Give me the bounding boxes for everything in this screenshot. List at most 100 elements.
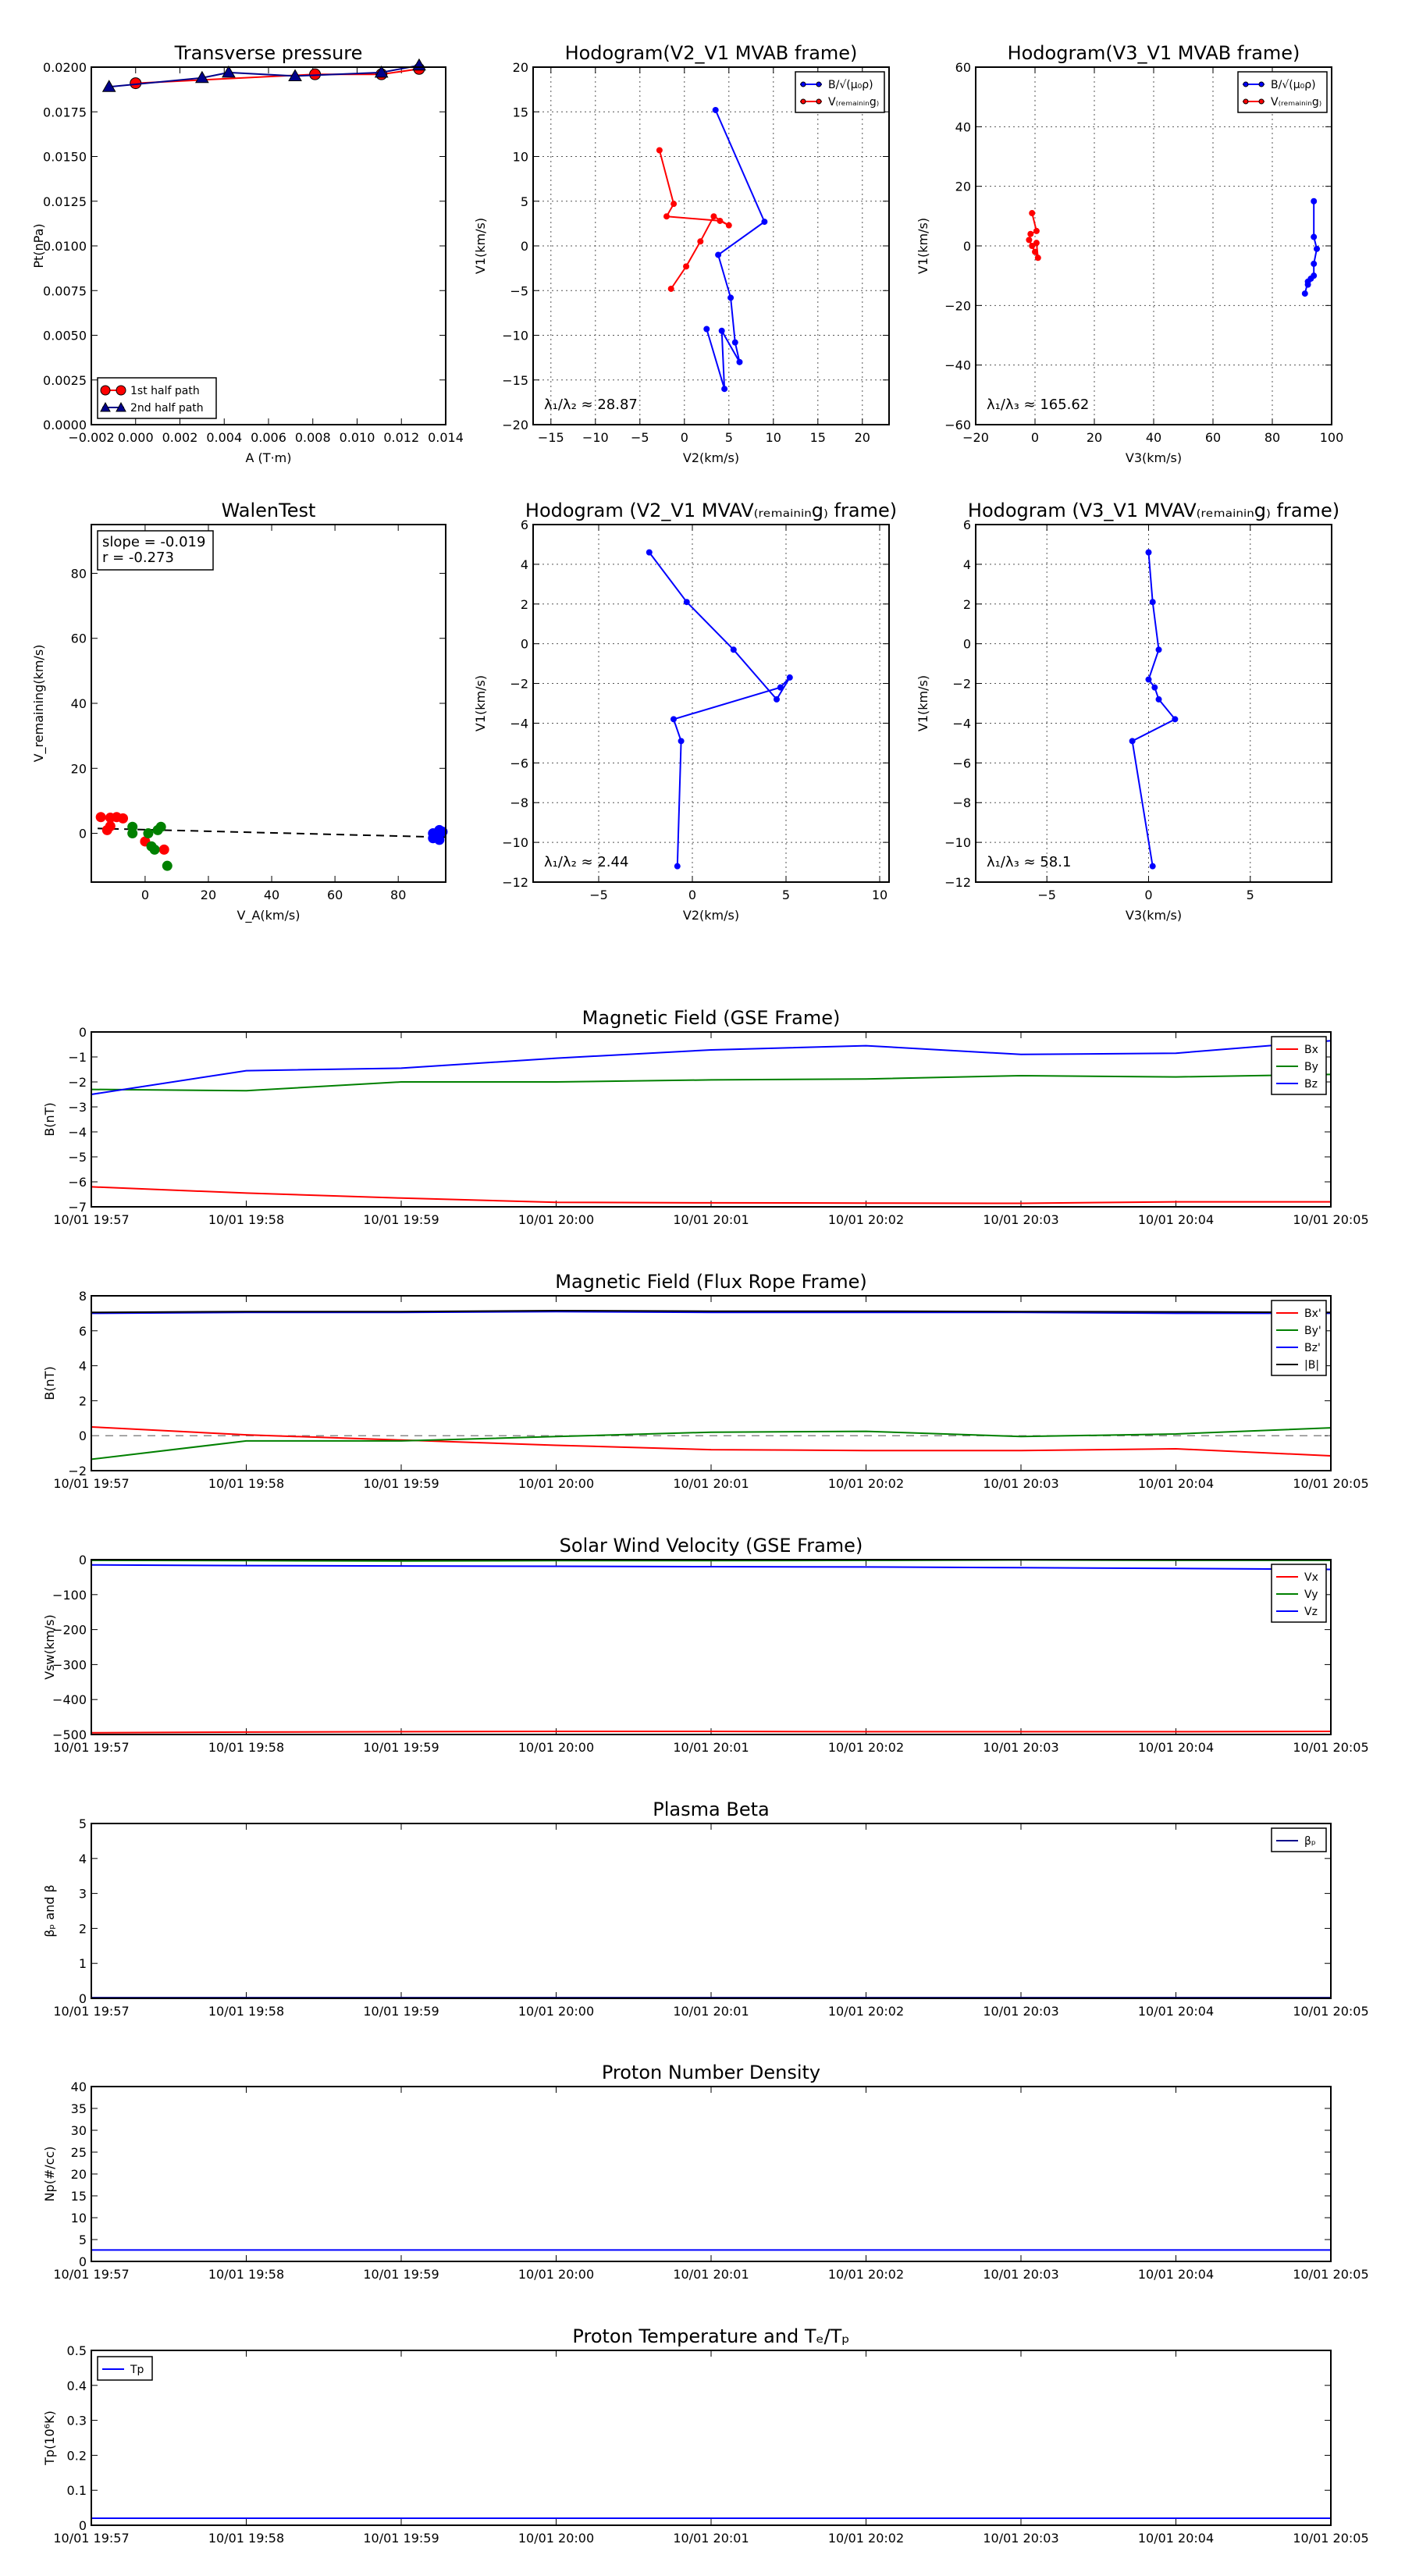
data-point: [1027, 230, 1034, 237]
series-line-0: [649, 551, 791, 866]
x-tick-label: 10/01 19:59: [363, 1212, 439, 1227]
y-tick-label: −400: [52, 1692, 87, 1707]
x-tick-label: −15: [538, 430, 564, 445]
legend-marker: [1243, 98, 1249, 105]
legend-label: B/√(μ₀ρ): [1271, 79, 1316, 91]
data-point: [149, 844, 160, 855]
series-line-0: [91, 1426, 1332, 1457]
x-tick-label: −10: [582, 430, 609, 445]
y-tick-label: 5: [79, 2233, 87, 2247]
x-tick-label: 10/01 20:05: [1293, 1212, 1368, 1227]
x-tick-label: 10: [872, 888, 887, 902]
chart-ts6: Proton Temperature and Tₑ/Tₚ 10/01 19:57 1…: [42, 2325, 1369, 2546]
y-tick-label: 0.0000: [43, 418, 87, 432]
y-tick-label: 2: [963, 597, 971, 612]
x-tick-label: 10/01 20:00: [518, 2267, 594, 2282]
legend-marker: [800, 98, 806, 105]
y-tick-label: −15: [502, 373, 528, 388]
x-tick-label: 10/01 19:59: [363, 2267, 439, 2282]
x-tick-label: 10/01 19:57: [53, 2267, 129, 2282]
x-tick-label: 0: [688, 888, 696, 902]
legend-box: [1237, 71, 1328, 113]
x-tick-label: 0.014: [428, 430, 464, 445]
y-tick-label: 30: [71, 2123, 87, 2138]
y-tick-label: −100: [52, 1588, 87, 1603]
y-tick-label: 2: [79, 1393, 87, 1408]
chart-title: Transverse pressure: [174, 42, 363, 64]
y-tick-label: 0.0050: [43, 329, 87, 343]
y-tick-label: −7: [68, 1200, 87, 1215]
x-tick-label: 0.010: [340, 430, 375, 445]
series-line-0: [91, 1186, 1331, 1204]
data-point: [712, 106, 719, 113]
y-tick-label: −20: [944, 298, 971, 313]
y-tick-label: −12: [502, 875, 528, 890]
x-tick-label: 10/01 20:00: [518, 1740, 594, 1755]
legend-label: 1st half path: [130, 385, 200, 397]
x-tick-label: 10/01 20:01: [673, 1212, 749, 1227]
x-tick-label: 10/01 20:01: [673, 1740, 749, 1755]
x-tick-label: 0: [681, 430, 688, 445]
y-tick-label: 40: [71, 696, 87, 711]
data-point: [118, 813, 129, 824]
y-tick-label: 0.0150: [43, 150, 87, 165]
x-tick-label: 10/01 20:03: [983, 1740, 1058, 1755]
data-point: [731, 339, 738, 346]
data-point: [1029, 243, 1036, 249]
plot-frame: [91, 2086, 1332, 2262]
data-point: [158, 844, 169, 855]
y-tick-label: 15: [71, 2189, 87, 2204]
x-tick-label: −5: [631, 430, 649, 445]
data-point: [721, 386, 728, 393]
data-point: [1026, 237, 1033, 244]
x-tick-label: 10/01 19:59: [363, 2531, 439, 2546]
data-point: [730, 646, 737, 653]
chart-title: WalenTest: [222, 500, 316, 521]
chart-title: Hodogram(V2_V1 MVAB frame): [565, 42, 858, 64]
data-point: [1311, 260, 1318, 267]
y-axis-label: B(nT): [42, 1102, 57, 1136]
chart-title: Solar Wind Velocity (GSE Frame): [560, 1535, 863, 1557]
x-tick-label: 0.008: [295, 430, 331, 445]
legend-marker: [816, 81, 822, 87]
y-tick-label: 20: [71, 2167, 87, 2182]
x-tick-label: 10/01 19:58: [208, 2531, 284, 2546]
x-axis-label: V2(km/s): [683, 908, 739, 923]
y-tick-label: −2: [68, 1464, 87, 1478]
x-tick-label: 100: [1320, 430, 1344, 445]
data-point: [1314, 245, 1320, 252]
data-point: [683, 263, 690, 270]
x-tick-label: 10/01 20:03: [983, 1476, 1058, 1491]
data-point: [1311, 233, 1318, 240]
x-tick-label: 60: [327, 888, 343, 902]
y-tick-label: 0: [521, 637, 528, 652]
legend-label: V₍ᵣₑₘₐᵢₙᵢₙg₎: [828, 96, 879, 109]
x-tick-label: 0.012: [383, 430, 419, 445]
y-tick-label: 0.3: [67, 2414, 87, 2428]
x-tick-label: 10/01 20:00: [518, 1212, 594, 1227]
y-tick-label: −500: [52, 1727, 87, 1742]
y-tick-label: −4: [952, 716, 971, 731]
x-tick-label: 10/01 20:04: [1138, 1212, 1214, 1227]
data-point: [715, 251, 722, 258]
data-point: [1151, 684, 1158, 691]
x-tick-label: 10/01 20:01: [673, 2267, 749, 2282]
legend-label: Tp: [130, 2364, 144, 2376]
y-tick-label: −5: [510, 283, 528, 298]
chart-tp: Transverse pressure −0.002 0.000 0.002 0.004…: [31, 42, 464, 465]
y-tick-label: −6: [510, 756, 528, 770]
chart-title: Hodogram(V3_V1 MVAB frame): [1008, 42, 1300, 64]
y-tick-label: 0: [963, 239, 971, 254]
series-line-0: [706, 109, 766, 390]
y-axis-label: Vsw(km/s): [42, 1614, 57, 1679]
y-tick-label: −5: [68, 1150, 87, 1165]
y-tick-label: 0.1: [67, 2483, 87, 2498]
data-point: [678, 738, 685, 745]
data-point: [727, 294, 735, 301]
series-line-0: [91, 1731, 1332, 1734]
y-axis-label: B(nT): [42, 1366, 57, 1400]
y-tick-label: −40: [944, 358, 971, 373]
legend-label: Vx: [1304, 1571, 1318, 1584]
x-tick-label: 10/01 19:58: [208, 1740, 284, 1755]
